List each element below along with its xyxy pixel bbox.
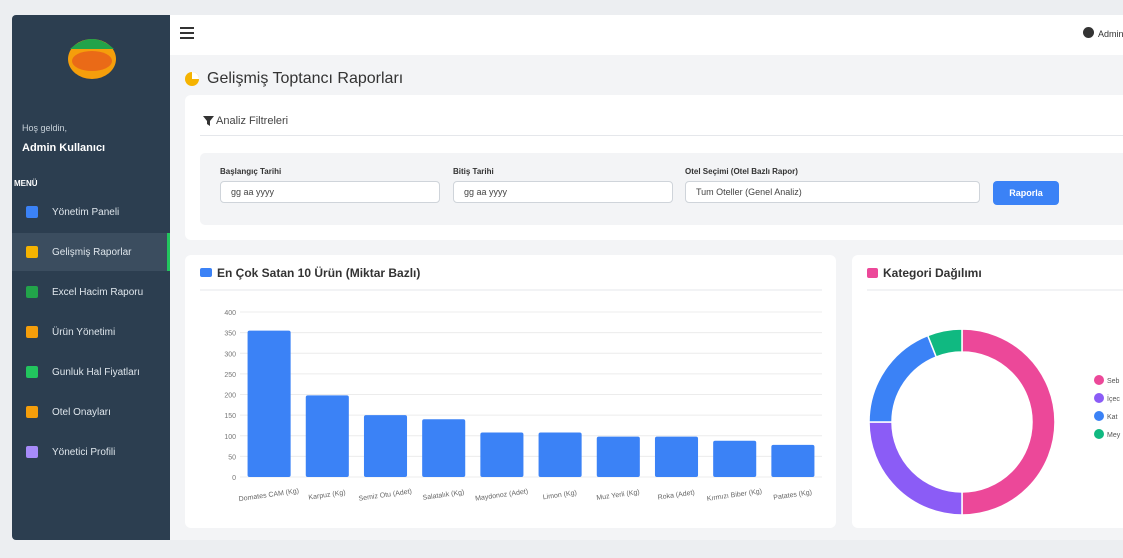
chart-title: Kategori Dağılımı	[883, 266, 982, 280]
y-tick-label: 400	[224, 310, 236, 317]
bar	[538, 432, 582, 477]
menu-item[interactable]: Otel Onayları	[12, 393, 170, 431]
bar	[422, 419, 466, 477]
legend-label: Mey	[1107, 432, 1121, 439]
menu-item[interactable]: Ürün Yönetimi	[12, 313, 170, 351]
chart-title: En Çok Satan 10 Ürün (Miktar Bazlı)	[217, 265, 420, 280]
menu-icon	[26, 446, 38, 458]
bar	[305, 395, 349, 477]
legend-swatch	[1094, 375, 1104, 385]
donut-slice	[961, 328, 1056, 516]
x-tick-label: Maydonoz (Adet)	[475, 488, 529, 502]
filter-icon	[203, 116, 214, 126]
x-tick-label: Semiz Otu (Adet)	[358, 488, 412, 502]
menu-label: Yönetim Paneli	[52, 206, 120, 218]
menu-item[interactable]: Excel Hacim Raporu	[12, 273, 170, 311]
title-icon	[200, 268, 212, 277]
user-icon	[1083, 27, 1094, 38]
menu-item[interactable]: Yönetici Profili	[12, 433, 170, 471]
legend-swatch	[1094, 411, 1104, 421]
end-input[interactable]: gg aa yyyy	[453, 181, 673, 203]
menu-icon	[26, 366, 38, 378]
welcome: Hoş geldin,	[22, 123, 68, 133]
x-tick-label: Kırmızı Biber (Kg)	[706, 488, 762, 503]
report-button[interactable]: Raporla	[993, 181, 1059, 205]
y-tick-label: 200	[224, 393, 236, 400]
x-tick-label: Patates (Kg)	[773, 489, 813, 501]
bar	[596, 436, 640, 477]
menu-label: Otel Onayları	[52, 406, 111, 418]
x-tick-label: Muz Yerli (Kg)	[596, 489, 640, 502]
page-title: Gelişmiş Toptancı Raporları	[207, 70, 404, 87]
user-name: Admin Kullanıcı	[22, 142, 106, 154]
x-tick-label: Karpuz (Kg)	[308, 489, 346, 501]
filter-title: Analiz Filtreleri	[216, 115, 289, 127]
legend-label: Seb	[1107, 378, 1120, 385]
bar	[247, 330, 291, 477]
y-tick-label: 250	[224, 372, 236, 379]
y-tick-label: 0	[232, 475, 236, 482]
topbar-user[interactable]: Admin	[1098, 29, 1123, 39]
x-tick-label: Limon (Kg)	[542, 490, 577, 502]
title-icon	[867, 268, 878, 278]
x-tick-label: Salatalık (Kg)	[422, 489, 465, 502]
menu-icon	[26, 326, 38, 338]
hotel-label: Otel Seçimi (Otel Bazlı Rapor)	[685, 167, 798, 176]
end-label: Bitiş Tarihi	[453, 167, 494, 176]
start-input[interactable]: gg aa yyyy	[220, 181, 440, 203]
logo	[68, 39, 116, 79]
menu-item[interactable]: Yönetim Paneli	[12, 193, 170, 231]
start-label: Başlangıç Tarihi	[220, 167, 282, 176]
legend-label: İçec	[1107, 394, 1120, 403]
title-icon	[185, 72, 199, 86]
x-tick-label: Domates CAM (Kg)	[238, 488, 299, 503]
hotel-select[interactable]: Tum Oteller (Genel Analiz)	[685, 181, 980, 203]
divider	[200, 135, 1123, 136]
menu-icon	[26, 286, 38, 298]
menu-icon	[26, 246, 38, 258]
menu-item[interactable]: Gelişmiş Raporlar	[12, 233, 170, 271]
filter-card: Analiz Filtreleri Başlangıç Tarihi gg aa…	[185, 95, 1123, 240]
donut-slice	[868, 421, 963, 516]
topbar: Admin	[170, 15, 1123, 55]
x-tick-label: Roka (Adet)	[657, 489, 695, 501]
menu-icon	[26, 206, 38, 218]
bar-card	[185, 255, 836, 528]
bar	[713, 440, 757, 477]
y-tick-label: 300	[224, 351, 236, 358]
menu-label: Gelişmiş Raporlar	[52, 246, 132, 258]
bar	[771, 444, 815, 477]
menu-item[interactable]: Gunluk Hal Fiyatları	[12, 353, 170, 391]
menu-label: Ürün Yönetimi	[52, 326, 116, 338]
donut-slice	[868, 334, 938, 423]
y-tick-label: 100	[224, 434, 236, 441]
bar	[654, 436, 699, 477]
donut-slice	[926, 328, 963, 358]
sidebar: Hoş geldin, Admin Kullanıcı MENÜ Yönetim…	[12, 15, 170, 540]
menu-label: Excel Hacim Raporu	[52, 286, 144, 298]
menu-toggle[interactable]	[180, 27, 194, 39]
legend-swatch	[1094, 429, 1104, 439]
y-tick-label: 50	[228, 454, 236, 461]
legend-label: Kat	[1107, 414, 1118, 421]
legend-swatch	[1094, 393, 1104, 403]
menu-icon	[26, 406, 38, 418]
y-tick-label: 350	[224, 331, 236, 338]
bar	[480, 432, 524, 477]
menu-label: Gunluk Hal Fiyatları	[52, 366, 140, 378]
menu-label: Yönetici Profili	[52, 446, 116, 458]
y-tick-label: 150	[224, 413, 236, 420]
menu-title: MENÜ	[14, 179, 38, 188]
bar	[363, 415, 408, 477]
